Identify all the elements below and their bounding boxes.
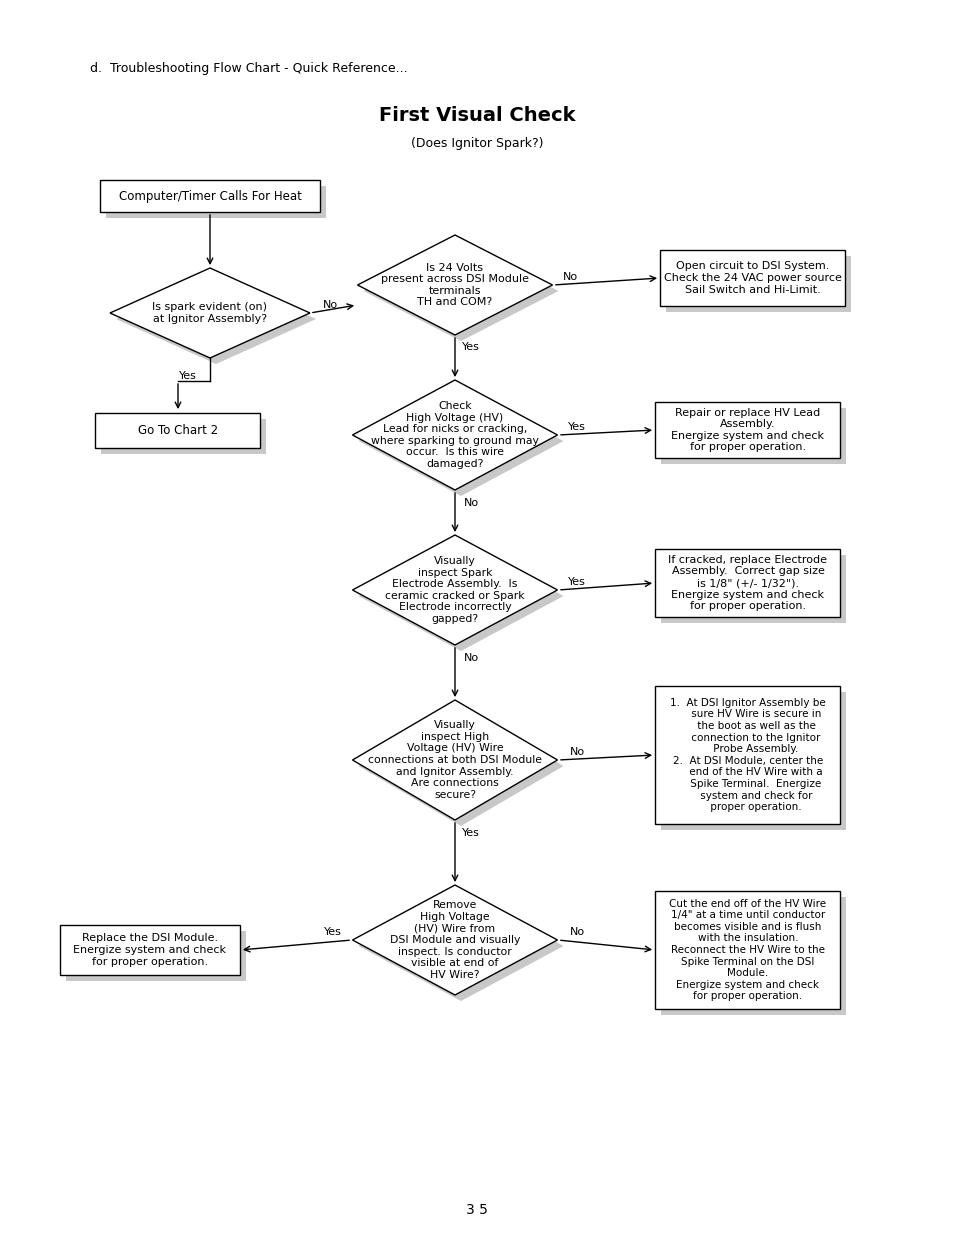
Text: (Does Ignitor Spark?): (Does Ignitor Spark?) (411, 137, 542, 149)
Polygon shape (352, 700, 557, 820)
Text: Yes: Yes (567, 422, 585, 432)
Text: Check
High Voltage (HV)
Lead for nicks or cracking,
where sparking to ground may: Check High Voltage (HV) Lead for nicks o… (371, 401, 538, 469)
FancyBboxPatch shape (666, 256, 851, 312)
Text: Yes: Yes (179, 370, 196, 382)
Text: Open circuit to DSI System.
Check the 24 VAC power source
Sail Switch and Hi-Lim: Open circuit to DSI System. Check the 24… (663, 262, 841, 295)
Text: 3 5: 3 5 (466, 1203, 487, 1216)
Text: No: No (322, 300, 337, 310)
Text: Remove
High Voltage
(HV) Wire from
DSI Module and visually
inspect. Is conductor: Remove High Voltage (HV) Wire from DSI M… (390, 900, 519, 979)
Text: Cut the end off of the HV Wire
1/4" at a time until conductor
becomes visible an: Cut the end off of the HV Wire 1/4" at a… (669, 899, 825, 1002)
Polygon shape (363, 241, 558, 341)
FancyBboxPatch shape (95, 412, 260, 447)
Text: Yes: Yes (567, 577, 585, 587)
FancyBboxPatch shape (101, 419, 266, 453)
Polygon shape (358, 706, 563, 826)
Text: Yes: Yes (461, 342, 479, 352)
FancyBboxPatch shape (660, 897, 845, 1015)
Polygon shape (116, 274, 315, 364)
FancyBboxPatch shape (655, 550, 840, 618)
Text: Repair or replace HV Lead
Assembly.
Energize system and check
for proper operati: Repair or replace HV Lead Assembly. Ener… (671, 408, 823, 452)
Text: First Visual Check: First Visual Check (378, 105, 575, 125)
Text: Go To Chart 2: Go To Chart 2 (138, 424, 218, 436)
Text: No: No (569, 927, 584, 937)
Polygon shape (352, 535, 557, 645)
Text: Yes: Yes (324, 927, 341, 937)
Text: Is 24 Volts
present across DSI Module
terminals
TH and COM?: Is 24 Volts present across DSI Module te… (380, 263, 529, 308)
Text: No: No (463, 653, 478, 663)
Polygon shape (352, 380, 557, 490)
FancyBboxPatch shape (660, 692, 845, 830)
Text: Replace the DSI Module.
Energize system and check
for proper operation.: Replace the DSI Module. Energize system … (73, 934, 226, 967)
Polygon shape (110, 268, 310, 358)
Polygon shape (358, 890, 563, 1002)
FancyBboxPatch shape (106, 186, 326, 219)
FancyBboxPatch shape (66, 931, 246, 981)
FancyBboxPatch shape (100, 180, 319, 212)
Text: Is spark evident (on)
at Ignitor Assembly?: Is spark evident (on) at Ignitor Assembl… (152, 303, 267, 324)
Text: Computer/Timer Calls For Heat: Computer/Timer Calls For Heat (118, 189, 301, 203)
Polygon shape (358, 387, 563, 496)
FancyBboxPatch shape (655, 890, 840, 1009)
Text: 1.  At DSI Ignitor Assembly be
     sure HV Wire is secure in
     the boot as w: 1. At DSI Ignitor Assembly be sure HV Wi… (669, 698, 825, 813)
Polygon shape (357, 235, 552, 335)
Text: Yes: Yes (461, 827, 479, 839)
Text: d.  Troubleshooting Flow Chart - Quick Reference...: d. Troubleshooting Flow Chart - Quick Re… (90, 62, 407, 75)
FancyBboxPatch shape (60, 925, 240, 974)
Text: Visually
inspect High
Voltage (HV) Wire
connections at both DSI Module
and Ignit: Visually inspect High Voltage (HV) Wire … (368, 720, 541, 800)
Text: No: No (562, 272, 577, 282)
FancyBboxPatch shape (655, 685, 840, 824)
Polygon shape (358, 541, 563, 651)
FancyBboxPatch shape (659, 249, 844, 306)
FancyBboxPatch shape (655, 403, 840, 458)
FancyBboxPatch shape (660, 555, 845, 622)
FancyBboxPatch shape (660, 408, 845, 464)
Text: No: No (463, 498, 478, 508)
Text: Visually
inspect Spark
Electrode Assembly.  Is
ceramic cracked or Spark
Electrod: Visually inspect Spark Electrode Assembl… (385, 556, 524, 624)
Polygon shape (352, 885, 557, 995)
Text: No: No (569, 747, 584, 757)
Text: If cracked, replace Electrode
Assembly.  Correct gap size
is 1/8" (+/- 1/32").
E: If cracked, replace Electrode Assembly. … (668, 555, 826, 611)
